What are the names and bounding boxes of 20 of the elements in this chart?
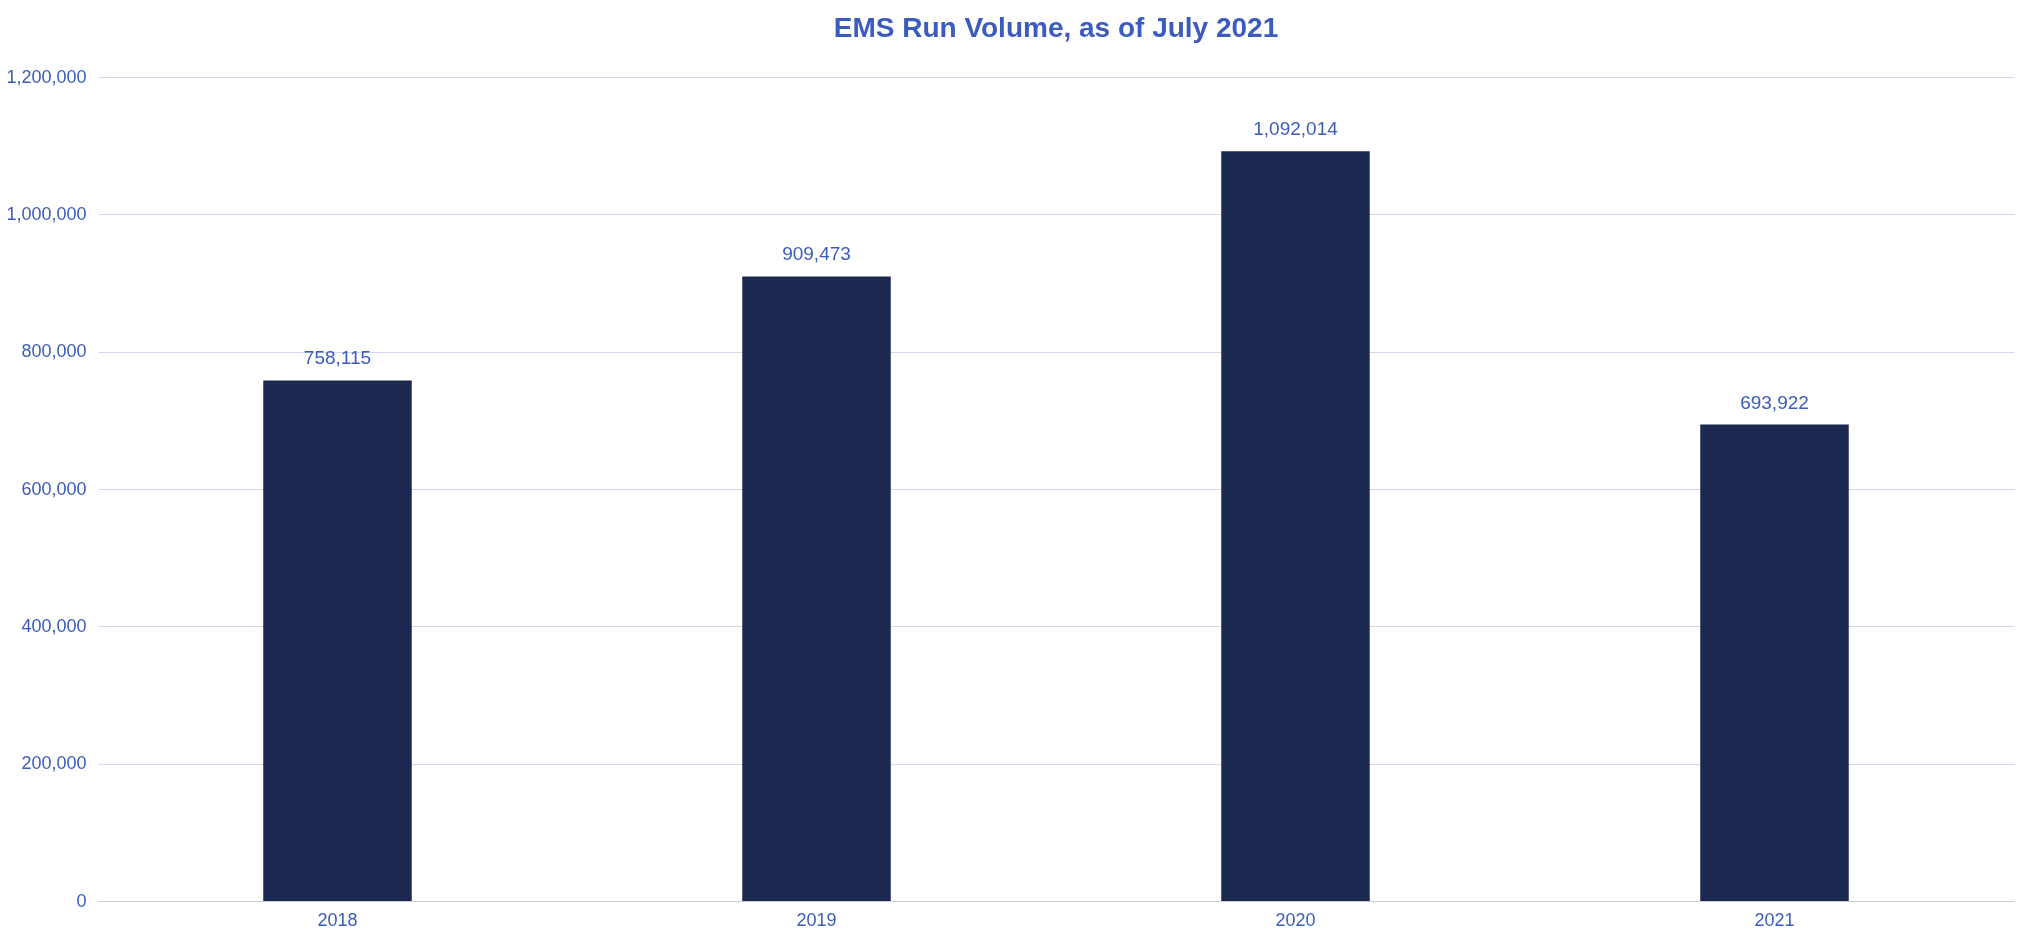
data-label: 693,922 [1740, 391, 1809, 413]
x-tick-label: 2018 [317, 909, 358, 930]
bar [742, 276, 891, 901]
y-tick-label: 1,000,000 [6, 203, 87, 224]
bar [1700, 424, 1849, 901]
y-tick-label: 200,000 [21, 753, 87, 774]
y-tick-label: 0 [76, 890, 87, 911]
y-tick-label: 800,000 [21, 341, 87, 362]
data-label: 909,473 [782, 243, 851, 265]
x-tick-label: 2019 [796, 909, 837, 930]
bar [263, 380, 412, 901]
y-tick-label: 600,000 [21, 478, 87, 499]
y-tick-label: 400,000 [21, 615, 87, 636]
data-label: 758,115 [303, 347, 372, 369]
chart-title: EMS Run Volume, as of July 2021 [833, 12, 1279, 43]
x-tick-label: 2021 [1754, 909, 1795, 930]
y-tick-label: 1,200,000 [6, 66, 87, 87]
bar [1221, 151, 1370, 901]
x-tick-label: 2020 [1275, 909, 1316, 930]
data-label: 1,092,014 [1253, 118, 1339, 140]
